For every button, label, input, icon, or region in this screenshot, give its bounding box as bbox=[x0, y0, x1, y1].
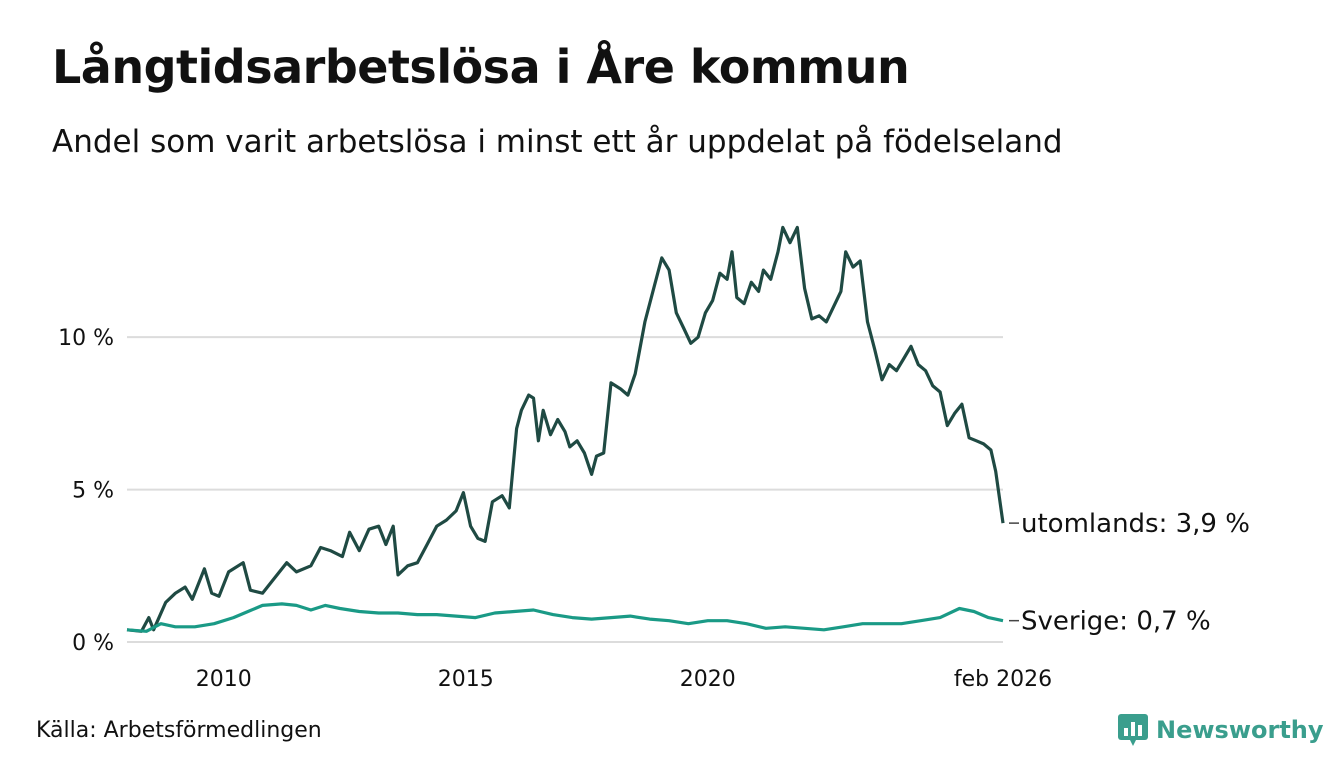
series-line-utomlands bbox=[126, 225, 1005, 633]
chart-subtitle: Andel som varit arbetslösa i minst ett å… bbox=[52, 124, 1063, 160]
x-tick-label: feb 2026 bbox=[954, 667, 1052, 692]
brand-name: Newsworthy bbox=[1156, 716, 1324, 744]
series-end-label-utomlands: utomlands: 3,9 % bbox=[1021, 509, 1250, 539]
grid-layer bbox=[127, 336, 1003, 643]
newsworthy-icon bbox=[1118, 714, 1148, 746]
source-note: Källa: Arbetsförmedlingen bbox=[36, 718, 322, 743]
x-tick-label: 2020 bbox=[680, 667, 736, 692]
series-line-sverige bbox=[126, 602, 1004, 633]
series-layer bbox=[126, 225, 1005, 633]
series-end-label-sverige: Sverige: 0,7 % bbox=[1021, 607, 1211, 637]
x-tick-label: 2010 bbox=[196, 667, 252, 692]
y-tick-label: 5 % bbox=[72, 479, 114, 504]
x-tick-label: 2015 bbox=[438, 667, 494, 692]
chart-title: Långtidsarbetslösa i Åre kommun bbox=[52, 40, 910, 94]
brand-logo[interactable]: Newsworthy bbox=[1118, 714, 1324, 746]
y-tick-label: 0 % bbox=[72, 631, 114, 656]
label-layer: 0 % 5 % 10 % 2010 2015 2020 feb 2026 utomlands:… bbox=[58, 326, 1250, 692]
y-tick-label: 10 % bbox=[58, 326, 114, 351]
